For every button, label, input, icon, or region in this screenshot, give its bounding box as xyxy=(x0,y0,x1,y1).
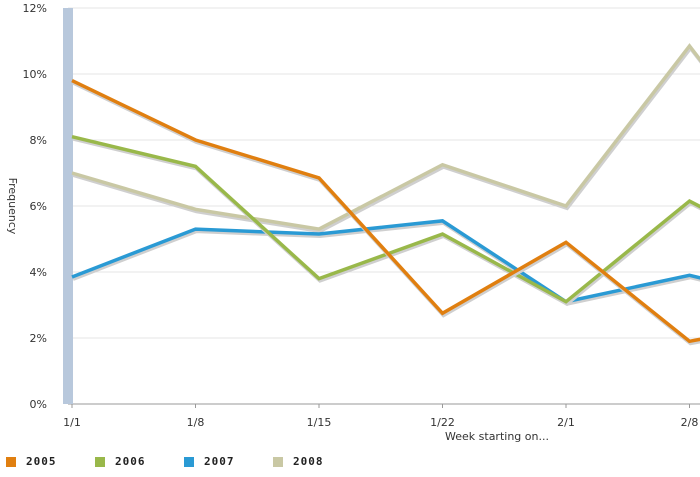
x-tick-label: 1/15 xyxy=(307,416,332,429)
legend: 2005 2006 2007 2008 xyxy=(6,455,362,468)
legend-swatch-2008 xyxy=(273,457,283,467)
legend-label-2007: 2007 xyxy=(204,455,235,468)
x-tick-label: 1/22 xyxy=(430,416,455,429)
series-lines xyxy=(72,46,700,343)
series-line-2008[interactable] xyxy=(72,46,700,229)
legend-item-2007[interactable]: 2007 xyxy=(184,455,273,468)
legend-swatch-2005 xyxy=(6,457,16,467)
x-tick-label: 2/8 xyxy=(681,416,699,429)
legend-swatch-2006 xyxy=(95,457,105,467)
y-axis-title: Frequency xyxy=(6,178,19,235)
x-tick-label: 1/1 xyxy=(63,416,81,429)
y-tick-label: 0% xyxy=(30,398,47,411)
x-axis-title: Week starting on... xyxy=(445,430,549,443)
x-tick-labels: 1/1 1/8 1/15 1/22 2/1 2/8 xyxy=(63,404,698,429)
line-chart: 0% 2% 4% 6% 8% 10% 12% 1/1 1/8 1/15 1/22 2/1 2/8 Fr… xyxy=(0,0,700,477)
y-tick-label: 6% xyxy=(30,200,47,213)
legend-item-2008[interactable]: 2008 xyxy=(273,455,362,468)
y-axis-bar xyxy=(63,8,73,404)
y-tick-label: 2% xyxy=(30,332,47,345)
y-tick-label: 10% xyxy=(23,68,47,81)
x-tick-label: 2/1 xyxy=(557,416,575,429)
series-shadow-2005 xyxy=(73,83,700,344)
x-tick-label: 1/8 xyxy=(187,416,205,429)
legend-swatch-2007 xyxy=(184,457,194,467)
legend-item-2005[interactable]: 2005 xyxy=(6,455,95,468)
series-line-2007[interactable] xyxy=(72,221,700,305)
y-tick-label: 8% xyxy=(30,134,47,147)
legend-label-2008: 2008 xyxy=(293,455,324,468)
legend-label-2006: 2006 xyxy=(115,455,146,468)
y-tick-label: 4% xyxy=(30,266,47,279)
series-line-2005[interactable] xyxy=(72,81,700,342)
series-shadow-2006 xyxy=(73,139,700,304)
gridlines xyxy=(68,8,700,404)
legend-label-2005: 2005 xyxy=(26,455,57,468)
y-tick-label: 12% xyxy=(23,2,47,15)
y-tick-labels: 0% 2% 4% 6% 8% 10% 12% xyxy=(23,2,47,411)
legend-item-2006[interactable]: 2006 xyxy=(95,455,184,468)
